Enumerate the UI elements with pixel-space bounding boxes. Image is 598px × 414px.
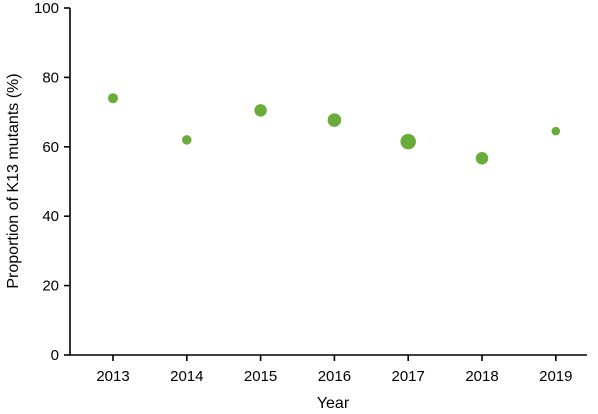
y-tick-label: 40 bbox=[42, 208, 59, 225]
x-axis-title: Year bbox=[317, 395, 350, 412]
data-point-2018 bbox=[475, 152, 489, 165]
axes bbox=[69, 8, 587, 356]
y-tick-label: 80 bbox=[42, 69, 59, 86]
x-tick-label: 2013 bbox=[96, 368, 129, 385]
y-ticks: 0 20 40 60 80 100 bbox=[34, 0, 70, 364]
data-point-2014 bbox=[182, 135, 192, 145]
y-axis-title: Proportion of K13 mutants (%) bbox=[5, 73, 22, 288]
data-point-2013 bbox=[108, 93, 118, 104]
data-point-2019 bbox=[551, 126, 561, 136]
x-tick-label: 2015 bbox=[244, 368, 277, 385]
data-point-2015 bbox=[254, 104, 267, 117]
x-tick-label: 2018 bbox=[465, 368, 498, 385]
data-point-2016 bbox=[327, 113, 342, 127]
y-tick-label: 20 bbox=[42, 278, 59, 295]
data-point-2017 bbox=[400, 133, 416, 150]
x-tick-label: 2017 bbox=[392, 368, 425, 385]
y-tick-label: 60 bbox=[42, 139, 59, 156]
x-ticks: 2013 2014 2015 2016 2017 2018 2019 bbox=[96, 355, 572, 385]
data-points bbox=[108, 93, 561, 165]
y-tick-label: 100 bbox=[34, 0, 59, 17]
x-tick-label: 2019 bbox=[539, 368, 572, 385]
x-tick-label: 2014 bbox=[170, 368, 203, 385]
x-tick-label: 2016 bbox=[318, 368, 351, 385]
y-tick-label: 0 bbox=[51, 347, 59, 364]
